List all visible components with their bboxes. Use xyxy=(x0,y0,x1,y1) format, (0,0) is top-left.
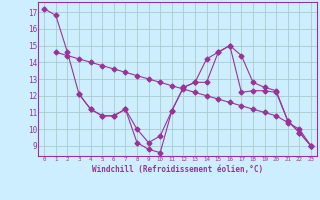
X-axis label: Windchill (Refroidissement éolien,°C): Windchill (Refroidissement éolien,°C) xyxy=(92,165,263,174)
